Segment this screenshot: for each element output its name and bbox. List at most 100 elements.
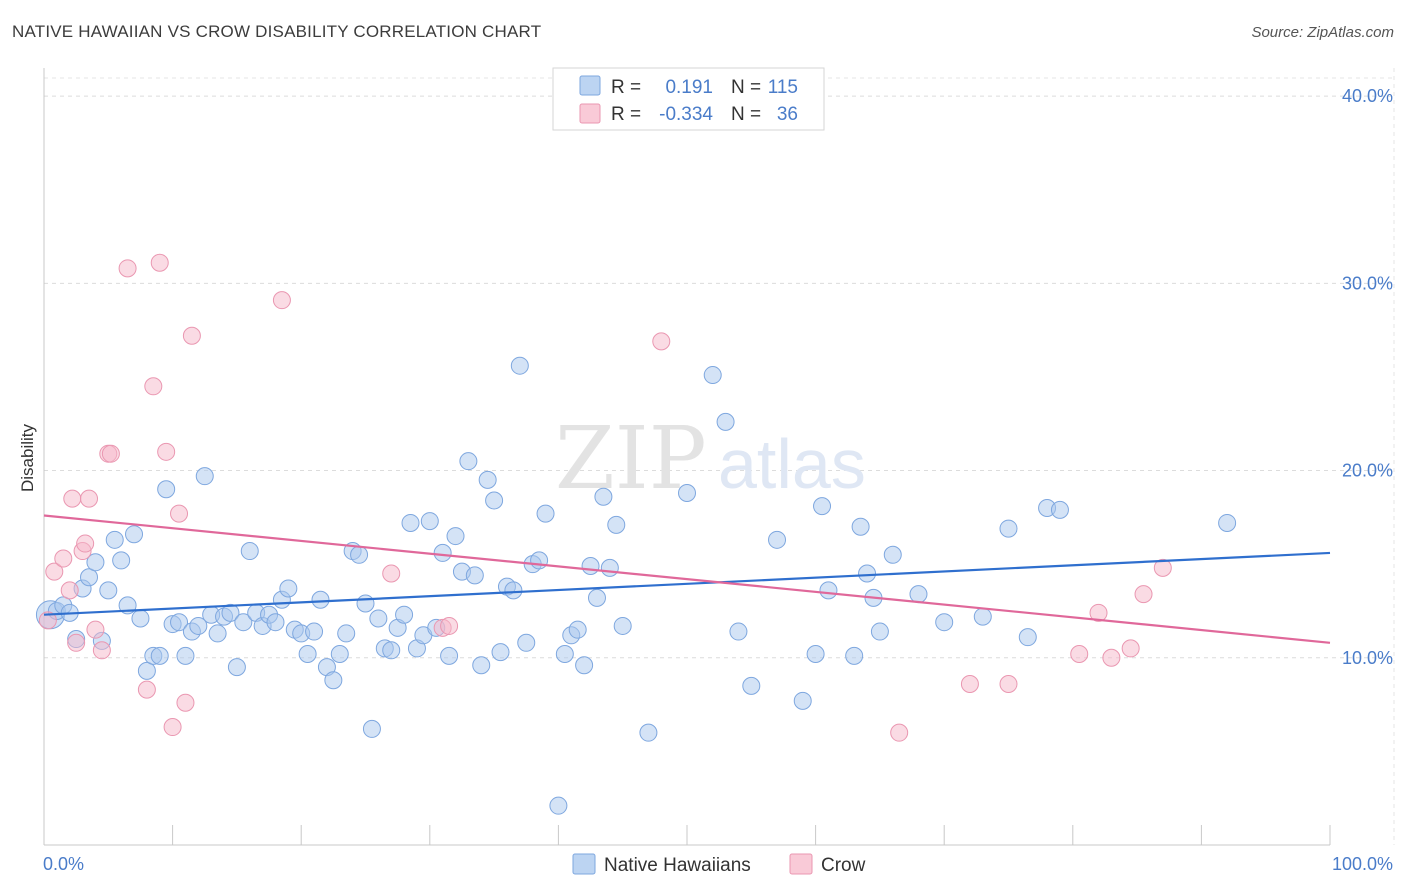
data-point [510,356,529,375]
data-point [536,504,555,523]
data-point [356,594,375,613]
data-point [478,470,497,489]
data-point [221,603,240,622]
data-point [639,723,658,742]
data-point [973,607,992,626]
data-point [883,545,902,564]
data-point [1102,648,1121,667]
data-point [305,622,324,641]
data-point [330,645,349,664]
data-point [575,656,594,675]
data-point [382,641,401,660]
trend-lines [43,514,1331,644]
data-point [742,676,761,695]
data-point [76,534,95,553]
data-point [530,551,549,570]
data-point [195,467,214,486]
trend-line-native-hawaiians [43,551,1331,616]
data-point [208,624,227,643]
data-point [600,558,619,577]
data-point [266,613,285,632]
data-point [440,616,459,635]
data-point [851,517,870,536]
data-point [176,646,195,665]
data-point [125,525,144,544]
data-point [150,253,169,272]
data-point [401,513,420,532]
data-point [272,291,291,310]
data-point [1121,639,1140,658]
data-point [324,671,343,690]
data-point [999,674,1018,693]
data-point [137,680,156,699]
x-tick-max: 100.0% [1332,854,1393,874]
chart-source: Source: ZipAtlas.com [1251,24,1394,41]
data-point [729,622,748,641]
data-point [1070,645,1089,664]
y-tick-label: 10.0% [1342,648,1393,668]
data-point [568,620,587,639]
data-point [555,645,574,664]
legend-label-crow: Crow [821,855,866,876]
trend-line-crow [43,514,1331,644]
data-point [362,719,381,738]
data-point [99,581,118,600]
data-point [549,796,568,815]
data-point [909,585,928,604]
data-point [703,366,722,385]
data-point [485,491,504,510]
stats-r-label: R = [611,77,641,98]
data-point [298,645,317,664]
data-point [80,489,99,508]
legend-label-native-hawaiians: Native Hawaiians [604,855,751,876]
data-point [112,551,131,570]
stats-box: R = 0.191 N = 115 R = -0.334 N = 36 [552,67,825,131]
stats-r-value: 0.191 [665,77,713,98]
y-tick-label: 40.0% [1342,86,1393,106]
data-point [587,588,606,607]
data-point [170,504,189,523]
data-point [45,562,64,581]
data-point [38,611,57,630]
data-point [86,620,105,639]
stats-n-label: N = [731,104,761,125]
data-point [279,579,298,598]
data-point [1018,628,1037,647]
data-point [101,444,120,463]
stats-n-label: N = [731,77,761,98]
legend-swatch-native-hawaiians [572,853,596,875]
data-point [793,691,812,710]
data-point [118,259,137,278]
y-axis-label: Disability [18,423,37,492]
x-tick-min: 0.0% [43,854,84,874]
data-point [182,326,201,345]
data-point [716,412,735,431]
data-point [960,674,979,693]
stats-n-value: 115 [768,77,798,98]
data-point [517,633,536,652]
y-tick-label: 30.0% [1342,273,1393,293]
data-point [1218,513,1237,532]
data-point [382,564,401,583]
data-point [845,646,864,665]
data-point [613,616,632,635]
data-point [137,661,156,680]
data-point [189,616,208,635]
data-point [369,609,388,628]
data-point [1153,558,1172,577]
data-point [131,609,150,628]
data-point [806,645,825,664]
data-point [935,613,954,632]
data-point [433,543,452,562]
data-point [163,718,182,737]
data-point [1050,500,1069,519]
data-point [472,656,491,675]
stats-swatch-pink [579,103,601,124]
data-point [234,613,253,632]
data-point [890,723,909,742]
data-point [768,530,787,549]
data-point [157,442,176,461]
data-point [813,497,832,516]
data-point [870,622,889,641]
